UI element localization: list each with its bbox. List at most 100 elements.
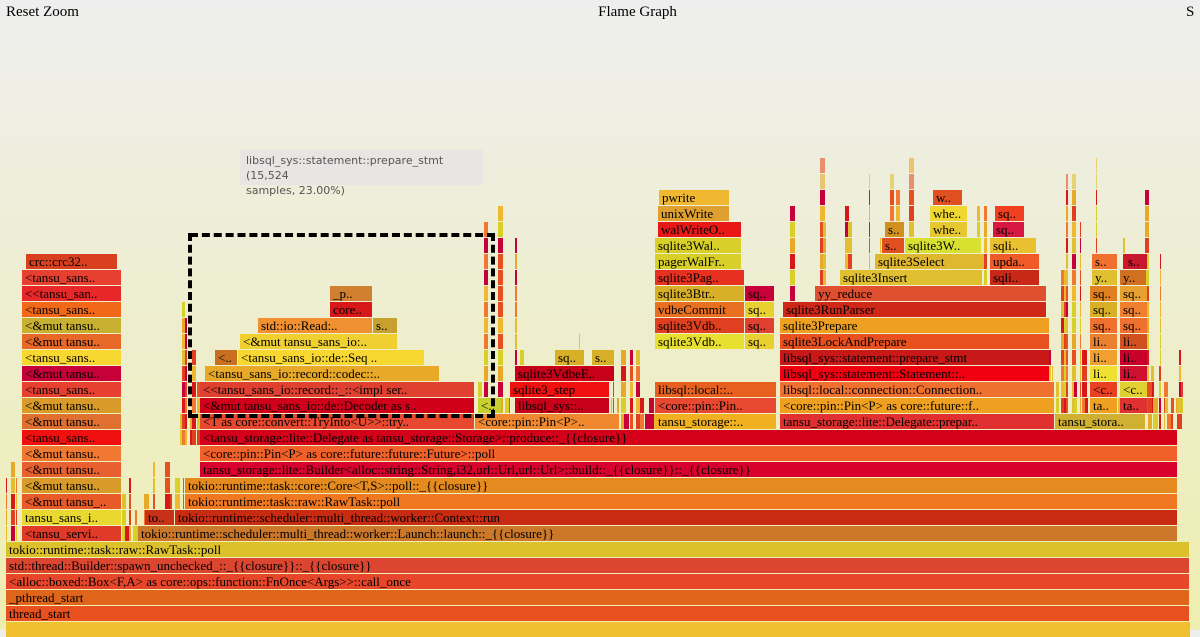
flame-frame-sliver[interactable] [498, 334, 503, 349]
flame-frame-sliver[interactable] [180, 430, 183, 445]
flame-frame-sliver[interactable] [1151, 382, 1154, 397]
flame-frame-sliver[interactable] [1072, 318, 1076, 333]
flame-frame[interactable]: <tansu_sans.. [22, 382, 121, 397]
flame-frame-sliver[interactable] [1096, 190, 1097, 205]
flame-frame-sliver[interactable] [165, 494, 170, 509]
flame-frame[interactable]: libsql_sys::statement::Statement::.. [780, 366, 1049, 381]
flame-frame-sliver[interactable] [498, 350, 503, 365]
flame-frame-sliver[interactable] [845, 238, 849, 253]
flame-frame-sliver[interactable] [1179, 382, 1181, 397]
flame-frame[interactable]: y.. [1120, 270, 1146, 285]
search-button[interactable]: S [1186, 4, 1195, 20]
flame-frame-sliver[interactable] [790, 270, 795, 285]
flame-frame-sliver[interactable] [848, 222, 852, 237]
flame-frame-sliver[interactable] [1179, 414, 1181, 429]
flame-frame-sliver[interactable] [129, 494, 131, 509]
flame-frame-sliver[interactable] [484, 254, 488, 269]
flame-frame-sliver[interactable] [1160, 286, 1161, 301]
flame-frame-sliver[interactable] [1159, 382, 1161, 397]
flame-frame[interactable]: sq.. [1090, 286, 1117, 301]
flame-frame[interactable]: tansu_stora.. [1055, 414, 1145, 429]
flame-frame[interactable]: tokio::runtime::scheduler::multi_thread:… [138, 526, 1177, 541]
flame-frame-sliver[interactable] [1145, 318, 1149, 333]
flame-frame-sliver[interactable] [1080, 350, 1081, 365]
flame-frame-sliver[interactable] [1164, 414, 1165, 429]
flame-frame-sliver[interactable] [624, 414, 629, 429]
flame-frame-sliver[interactable] [790, 206, 795, 221]
flame-frame-sliver[interactable] [820, 206, 825, 221]
flame-frame[interactable]: <&mut tansu.. [22, 334, 121, 349]
flame-frame-sliver[interactable] [498, 238, 503, 253]
flame-frame[interactable]: <core::pin::Pin.. [655, 398, 776, 413]
flame-frame-sliver[interactable] [984, 238, 987, 253]
flame-frame-sliver[interactable] [1061, 350, 1065, 365]
flame-frame-sliver[interactable] [484, 238, 488, 253]
flame-frame[interactable]: s.. [1092, 254, 1117, 269]
flame-frame-sliver[interactable] [1123, 238, 1125, 253]
flame-frame-sliver[interactable] [185, 430, 187, 445]
flame-frame-sliver[interactable] [1066, 238, 1068, 253]
flame-frame-sliver[interactable] [182, 302, 185, 317]
flame-frame-sliver[interactable] [1072, 254, 1076, 269]
flame-frame-sliver[interactable] [890, 190, 894, 205]
flame-frame-sliver[interactable] [16, 478, 17, 493]
flame-frame[interactable]: <&mut tansu_sans_io:.. [240, 334, 397, 349]
flame-frame-sliver[interactable] [869, 238, 870, 253]
flame-frame-sliver[interactable] [6, 526, 7, 541]
flame-frame-sliver[interactable] [1151, 366, 1154, 381]
flame-frame-sliver[interactable] [1096, 238, 1097, 253]
flame-frame[interactable]: s.. [885, 222, 904, 237]
flame-frame-sliver[interactable] [1080, 222, 1081, 237]
flame-frame-sliver[interactable] [1061, 334, 1065, 349]
flame-frame[interactable]: pagerWalFr.. [655, 254, 741, 269]
flame-frame-sliver[interactable] [1072, 174, 1076, 189]
flame-frame-sliver[interactable] [1145, 366, 1149, 381]
flame-frame-sliver[interactable] [1096, 222, 1097, 237]
flame-frame[interactable]: sq.. [745, 334, 774, 349]
flame-frame-sliver[interactable] [515, 318, 517, 333]
flame-frame[interactable]: whe.. [930, 222, 967, 237]
flame-frame[interactable]: <.. [478, 398, 501, 413]
flame-frame[interactable]: <c.. [1090, 382, 1117, 397]
flame-frame-sliver[interactable] [175, 494, 180, 509]
flame-frame-sliver[interactable] [636, 398, 640, 413]
flame-frame-sliver[interactable] [180, 414, 183, 429]
flame-frame-sliver[interactable] [1148, 414, 1152, 429]
flame-frame[interactable]: _pthread_start [6, 590, 1189, 605]
flame-frame-sliver[interactable] [621, 398, 626, 413]
flame-frame[interactable]: tansu_storage::lite::Builder<alloc::stri… [200, 462, 1177, 477]
flame-frame[interactable]: std::io::Read:.. [258, 318, 372, 333]
flame-frame-sliver[interactable] [977, 206, 980, 221]
flame-frame-sliver[interactable] [192, 350, 196, 365]
flame-frame-sliver[interactable] [122, 526, 126, 541]
flame-frame[interactable]: sq.. [1120, 286, 1147, 301]
flame-frame-sliver[interactable] [611, 398, 612, 413]
flame-frame-sliver[interactable] [1072, 334, 1076, 349]
flame-frame-sliver[interactable] [1061, 398, 1065, 413]
flame-frame-sliver[interactable] [1165, 398, 1168, 413]
flame-frame[interactable]: sqlite3W.. [905, 238, 981, 253]
flame-frame-sliver[interactable] [1160, 270, 1161, 285]
flame-frame-sliver[interactable] [869, 174, 870, 189]
flame-frame-sliver[interactable] [1066, 206, 1068, 221]
flame-frame[interactable]: li.. [1120, 350, 1147, 365]
flame-frame-sliver[interactable] [11, 510, 15, 525]
flame-frame-sliver[interactable] [1066, 222, 1068, 237]
flame-frame-sliver[interactable] [1118, 398, 1120, 413]
flame-frame-sliver[interactable] [16, 526, 17, 541]
flame-frame-sliver[interactable] [1145, 398, 1149, 413]
flame-frame-sliver[interactable] [520, 350, 524, 365]
flame-frame-sliver[interactable] [144, 494, 149, 509]
flame-frame[interactable]: sqli.. [990, 238, 1036, 253]
flame-frame-sliver[interactable] [1056, 382, 1059, 397]
flame-frame-sliver[interactable] [579, 334, 580, 349]
flame-frame-sliver[interactable] [617, 398, 619, 413]
flame-frame-sliver[interactable] [1080, 286, 1081, 301]
flame-frame-sliver[interactable] [1074, 398, 1077, 413]
flame-frame[interactable]: libsql::local::.. [655, 382, 776, 397]
flame-frame-sliver[interactable] [630, 350, 633, 365]
flame-frame-sliver[interactable] [1072, 206, 1076, 221]
flame-frame[interactable]: walWriteO.. [658, 222, 741, 237]
flame-frame-sliver[interactable] [129, 526, 131, 541]
flame-frame-sliver[interactable] [1080, 382, 1081, 397]
